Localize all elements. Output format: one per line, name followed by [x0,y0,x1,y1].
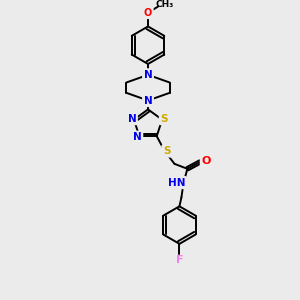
Text: CH₃: CH₃ [156,0,174,9]
Text: S: S [163,146,170,156]
Text: N: N [144,70,152,80]
Text: O: O [201,156,211,166]
Text: F: F [176,255,183,265]
Text: O: O [144,8,152,18]
Text: N: N [133,132,142,142]
Text: S: S [160,114,168,124]
Text: N: N [128,114,136,124]
Text: HN: HN [168,178,185,188]
Text: N: N [144,95,152,106]
